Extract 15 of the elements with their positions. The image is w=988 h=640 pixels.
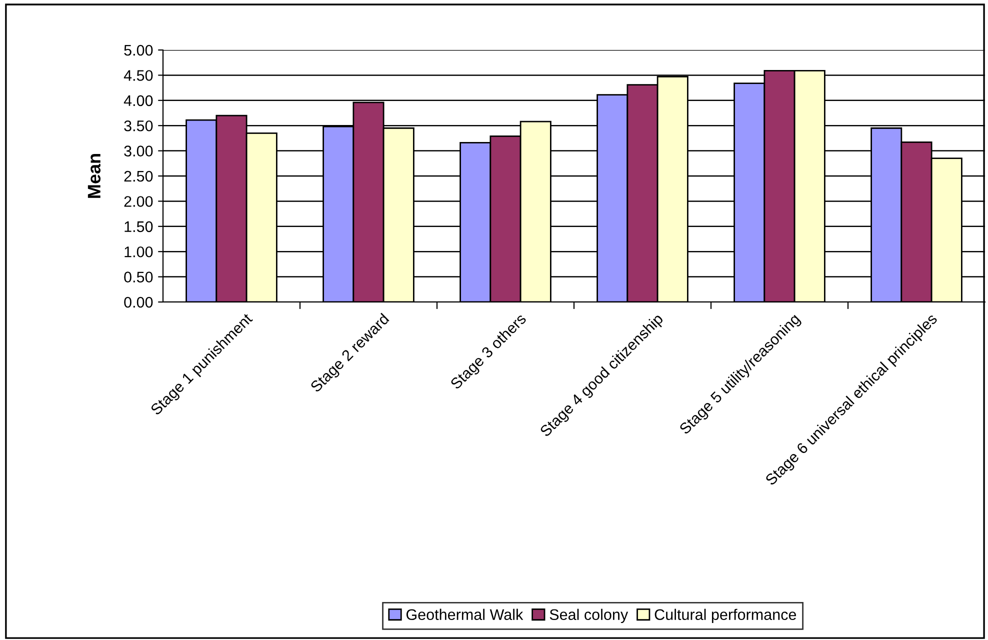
y-tick-label: 4.00 (124, 95, 153, 106)
y-tick-label: 1.00 (124, 246, 153, 258)
y-tick-label: 2.00 (124, 196, 153, 207)
y-tick-label: 5.00 (124, 44, 153, 56)
y-tick-label: 2.50 (124, 170, 153, 182)
y-tick-label: 0.00 (124, 296, 153, 308)
legend-label: Seal colony (550, 608, 628, 624)
y-tick-label: 3.00 (124, 146, 153, 156)
y-axis-title: Mean (88, 154, 101, 198)
y-tick-label: 4.50 (124, 70, 153, 81)
legend-label: Cultural performance (654, 608, 796, 624)
y-tick-label: 1.50 (124, 221, 153, 232)
legend-label: Geothermal Walk (406, 608, 524, 620)
y-tick-label: 0.50 (124, 272, 153, 282)
y-tick-label: 3.50 (124, 120, 153, 132)
